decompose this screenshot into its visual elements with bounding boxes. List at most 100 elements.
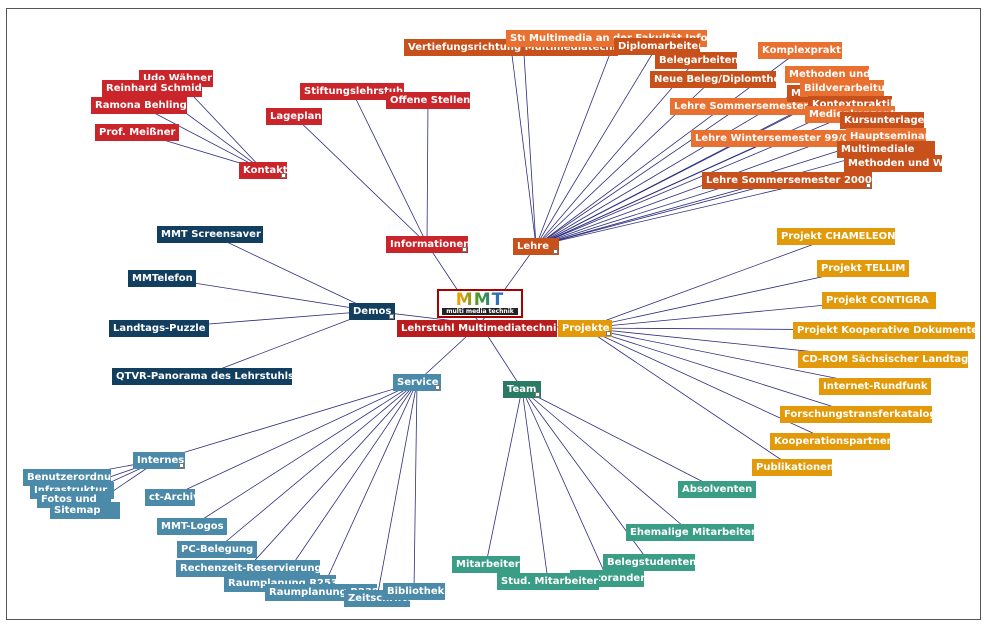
node-forschungstransferkatalog[interactable]: Forschungstransferkatalog bbox=[780, 406, 932, 423]
node-label: Methoden und bbox=[789, 69, 869, 80]
edge-line bbox=[535, 59, 697, 247]
node-publikationen[interactable]: Publikationen bbox=[752, 459, 832, 476]
node-label: Projekt CONTIGRA bbox=[826, 295, 929, 306]
edge-line bbox=[535, 37, 617, 247]
node-kursunterlagen[interactable]: Kursunterlagen bbox=[840, 112, 924, 129]
node-label: Offene Stellen bbox=[390, 95, 470, 106]
node-label: Raumplanung R253 bbox=[228, 578, 336, 589]
node-label: Doktoranden bbox=[574, 573, 644, 584]
node-belegarbeiten[interactable]: Belegarbeiten bbox=[655, 52, 737, 69]
edge-line bbox=[351, 90, 428, 245]
edge-line bbox=[521, 388, 718, 490]
node-projekt-tellim[interactable]: Projekt TELLIM bbox=[817, 260, 909, 277]
expand-toggle-icon[interactable] bbox=[179, 463, 184, 468]
node-ehemalige-mitarbeiter[interactable]: Ehemalige Mitarbeiter bbox=[626, 524, 754, 541]
node-multimediale[interactable]: Multimediale bbox=[837, 141, 935, 158]
node-lehre-sommersemester-1999[interactable]: Lehre Sommersemester 1999 bbox=[670, 98, 812, 115]
expand-toggle-icon[interactable] bbox=[535, 392, 540, 397]
expand-toggle-icon[interactable] bbox=[866, 183, 871, 188]
node-kontakt[interactable]: Kontakt bbox=[239, 162, 287, 179]
node-label: Lehre Sommersemester 1999 bbox=[674, 101, 812, 112]
node-rechenzeit-reservierung[interactable]: Rechenzeit-Reservierung bbox=[176, 560, 320, 577]
node-projekt-kooperative-dokumente[interactable]: Projekt Kooperative Dokumente bbox=[793, 322, 975, 339]
node-ramona-behling[interactable]: Ramona Behling bbox=[91, 97, 187, 114]
node-projekt-chameleon[interactable]: Projekt CHAMELEON bbox=[777, 228, 895, 245]
expand-toggle-icon[interactable] bbox=[606, 331, 611, 336]
node-benutzerordnung[interactable]: Benutzerordnung bbox=[23, 469, 111, 486]
node-mitarbeiter[interactable]: Mitarbeiter bbox=[452, 556, 520, 573]
node-label: Service bbox=[397, 377, 439, 388]
node-hauptseminar[interactable]: Hauptseminar bbox=[846, 128, 926, 145]
node-label: Vertiefungsrichtung Multimediatechnik bbox=[408, 42, 618, 53]
node-belegstudenten[interactable]: Belegstudenten bbox=[603, 554, 695, 571]
node-lehre-wintersemester-99-00[interactable]: Lehre Wintersemester 99/00 bbox=[691, 130, 861, 147]
edge-line bbox=[247, 381, 418, 569]
edge-line bbox=[521, 388, 691, 533]
edge-line bbox=[510, 46, 537, 247]
node-neue-beleg-diplomthemen[interactable]: Neue Beleg/Diplomthemen bbox=[650, 71, 776, 88]
hub-demos[interactable]: Demos bbox=[349, 303, 395, 320]
edge-line bbox=[584, 327, 876, 387]
node-absolventen[interactable]: Absolventen bbox=[678, 481, 756, 498]
node-projekt-contigra[interactable]: Projekt CONTIGRA bbox=[822, 292, 936, 309]
node-qtvr-panorama-des-lehrstuhls[interactable]: QTVR-Panorama des Lehrstuhls bbox=[112, 368, 292, 385]
node-label: Benutzerordnung bbox=[27, 472, 111, 483]
node-komplexprakt[interactable]: Komplexprakt bbox=[758, 42, 842, 59]
node-methoden-und[interactable]: Methoden und bbox=[785, 66, 869, 83]
root-node[interactable]: Lehrstuhl Multimediatechnik bbox=[397, 320, 557, 337]
node-label: Methoden und W bbox=[848, 158, 942, 169]
node-cd-rom-sachsischer-landtag[interactable]: CD-ROM Sächsischer Landtag bbox=[798, 351, 968, 368]
node-label: Projekt Kooperative Dokumente bbox=[797, 325, 975, 336]
node-stiftungslehrstuhl[interactable]: Stiftungslehrstuhl bbox=[300, 83, 404, 100]
node-ct-archiv[interactable]: ct-Archiv bbox=[145, 489, 195, 506]
node-internes[interactable]: Internes bbox=[133, 452, 185, 469]
node-diplomarbeiten[interactable]: Diplomarbeiten bbox=[614, 38, 700, 55]
node-label: Multimediale bbox=[841, 144, 915, 155]
node-sitemap[interactable]: Sitemap bbox=[50, 502, 120, 519]
node-lehre-sommersemester-2000[interactable]: Lehre Sommersemester 2000 bbox=[702, 172, 872, 189]
hub-team[interactable]: Team bbox=[503, 381, 541, 398]
node-label: Ramona Behling bbox=[95, 100, 187, 111]
mmt-logo[interactable]: MMT multi media technik bbox=[437, 289, 523, 318]
node-label: Informationen bbox=[390, 239, 468, 250]
node-label: Hauptseminar bbox=[850, 131, 926, 142]
node-mmt-screensaver[interactable]: MMT Screensaver bbox=[157, 226, 263, 243]
node-mmtelefon[interactable]: MMTelefon bbox=[128, 270, 196, 287]
expand-toggle-icon[interactable] bbox=[553, 249, 558, 254]
node-internet-rundfunk[interactable]: Internet-Rundfunk bbox=[819, 378, 931, 395]
node-label: Team bbox=[507, 384, 537, 395]
expand-toggle-icon[interactable] bbox=[462, 247, 467, 252]
edge-line bbox=[216, 381, 418, 550]
node-label: Kursunterlagen bbox=[844, 115, 924, 126]
node-label: Kontakt bbox=[243, 165, 287, 176]
node-label: MMT Screensaver bbox=[161, 229, 261, 240]
hub-informationen[interactable]: Informationen bbox=[386, 236, 468, 253]
expand-toggle-icon[interactable] bbox=[435, 385, 440, 390]
node-label: Projekt CHAMELEON bbox=[781, 231, 895, 242]
hub-lehre[interactable]: Lehre bbox=[513, 238, 559, 255]
node-offene-stellen[interactable]: Offene Stellen bbox=[386, 92, 470, 109]
edge-line bbox=[535, 103, 851, 247]
node-stud-mitarbeiter[interactable]: Stud. Mitarbeiter bbox=[497, 573, 599, 590]
expand-toggle-icon[interactable] bbox=[389, 314, 394, 319]
logo-letters: MMT bbox=[439, 291, 521, 310]
node-prof-mei-ner[interactable]: Prof. Meißner bbox=[95, 124, 179, 141]
node-bibliothek[interactable]: Bibliothek bbox=[383, 583, 445, 600]
node-reinhard-schmidt[interactable]: Reinhard Schmidt bbox=[102, 80, 202, 97]
node-label: Projekte bbox=[562, 323, 610, 334]
node-mmt-logos[interactable]: MMT-Logos bbox=[157, 518, 227, 535]
node-label: Diplomarbeiten bbox=[618, 41, 700, 52]
node-label: CD-ROM Sächsischer Landtag bbox=[802, 354, 968, 365]
node-bildverarbeitung[interactable]: Bildverarbeitung bbox=[800, 80, 884, 97]
node-label: Rechenzeit-Reservierung bbox=[180, 563, 320, 574]
expand-toggle-icon[interactable] bbox=[281, 173, 286, 178]
hub-service[interactable]: Service bbox=[393, 374, 441, 391]
node-label: MMT-Logos bbox=[161, 521, 224, 532]
hub-projekte[interactable]: Projekte bbox=[558, 320, 612, 337]
node-label: Infrastruktur bbox=[34, 485, 107, 496]
node-landtags-puzzle[interactable]: Landtags-Puzzle bbox=[109, 320, 209, 337]
node-methoden-und-w[interactable]: Methoden und W bbox=[844, 155, 942, 172]
node-pc-belegung[interactable]: PC-Belegung bbox=[177, 541, 257, 558]
node-kooperationspartner[interactable]: Kooperationspartner bbox=[770, 433, 890, 450]
node-lageplan[interactable]: Lageplan bbox=[266, 108, 322, 125]
